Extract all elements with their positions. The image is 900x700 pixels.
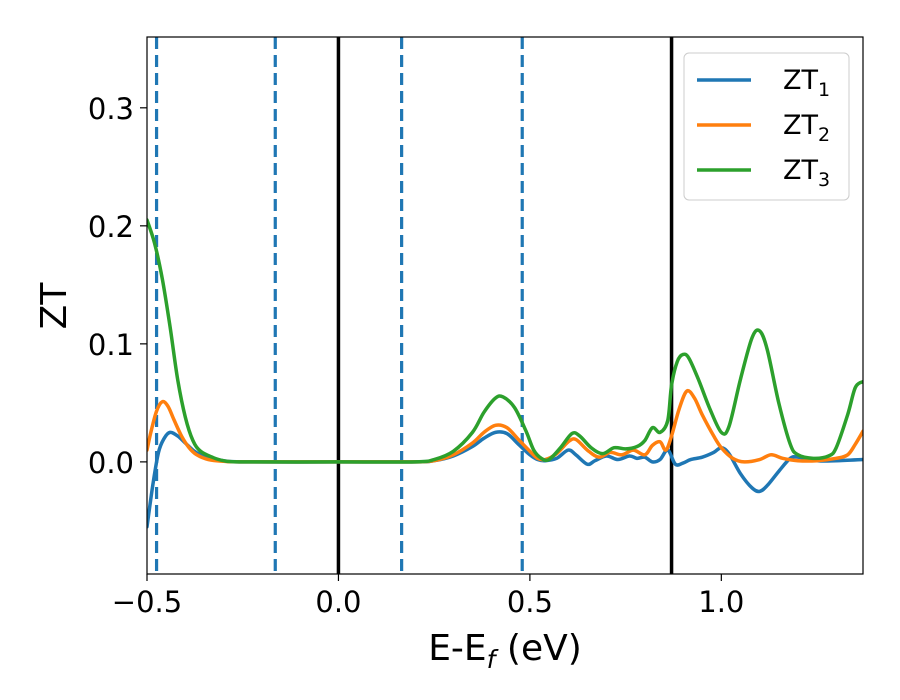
x-axis-ticks: −0.5 0.0 0.5 1.0 bbox=[112, 574, 744, 619]
x-tick-label: 0.5 bbox=[507, 585, 553, 619]
y-axis-label: ZT bbox=[34, 282, 75, 330]
x-axis-label-unit: (eV) bbox=[495, 628, 581, 669]
x-axis-label: E-Ef (eV) bbox=[428, 628, 582, 674]
series-line-zt1 bbox=[147, 430, 863, 529]
x-tick-label: 0.0 bbox=[315, 585, 361, 619]
vertical-reference-lines bbox=[154, 37, 674, 574]
y-tick-label: 0.0 bbox=[88, 446, 134, 480]
legend-label-zt2: ZT2 bbox=[783, 110, 830, 146]
y-axis-ticks: 0.0 0.1 0.2 0.3 bbox=[88, 92, 147, 480]
y-tick-label: 0.2 bbox=[88, 210, 134, 244]
legend-box bbox=[683, 52, 850, 201]
plot-frame bbox=[146, 36, 864, 575]
legend-label-zt1: ZT1 bbox=[783, 65, 830, 101]
series-line-zt2 bbox=[147, 388, 863, 464]
y-tick-label: 0.3 bbox=[88, 92, 134, 126]
legend-label-zt3: ZT3 bbox=[783, 155, 830, 191]
series-lines bbox=[147, 218, 863, 529]
x-tick-label: 1.0 bbox=[698, 585, 744, 619]
y-tick-label: 0.1 bbox=[88, 328, 134, 362]
series-line-zt3 bbox=[147, 218, 863, 464]
x-tick-label: −0.5 bbox=[112, 585, 182, 619]
legend: ZT1 ZT2 ZT3 bbox=[683, 52, 850, 201]
